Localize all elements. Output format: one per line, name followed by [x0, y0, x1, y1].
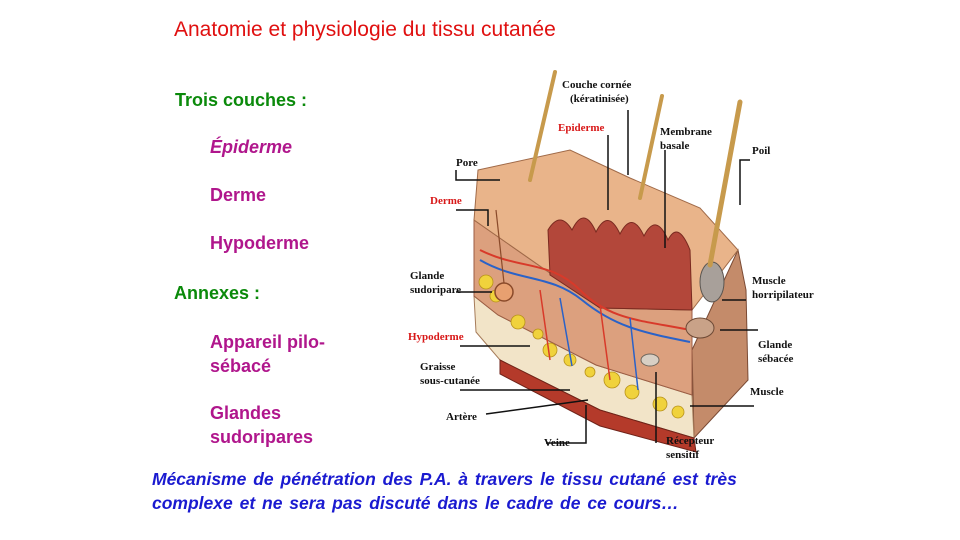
sebaceous-gland [685, 317, 715, 339]
label-pore: Pore [456, 157, 478, 169]
footer-line-2: complexe et ne sera pas discuté dans le … [152, 493, 679, 513]
footer-line-1: Mécanisme de pénétration des P.A. à trav… [152, 469, 737, 489]
label-couche-cornee: Couche cornée [562, 79, 631, 91]
label-glande-sudoripare-2: sudoripare [410, 284, 461, 296]
hair-follicle [699, 261, 725, 303]
skin-diagram: Couche cornée (kératinisée) Epiderme Mem… [408, 70, 814, 461]
label-membrane: Membrane [660, 126, 712, 138]
sweat-gland [494, 282, 514, 302]
label-graisse-2: sous-cutanée [420, 375, 480, 387]
vein-branch [559, 297, 639, 391]
label-glande-sebacee-2: sébacée [758, 353, 794, 365]
label-epiderme: Epiderme [558, 122, 605, 134]
annex-line: Glandes [210, 403, 282, 423]
label-graisse: Graisse [420, 361, 456, 373]
annex-line: Appareil pilo- [210, 332, 326, 352]
annex-line: sébacé [210, 356, 272, 376]
sensory-receptor [640, 353, 660, 367]
annex-item-pilo-sebace: Appareil pilo- sébacé [210, 330, 325, 378]
page-title: Anatomie et physiologie du tissu cutanée [174, 18, 556, 41]
layer-item-hypoderme: Hypoderme [210, 233, 310, 253]
label-couche-cornee-2: (kératinisée) [570, 93, 629, 105]
layer-item-epiderme: Épiderme [210, 137, 293, 157]
dermal-papillae [547, 217, 693, 311]
label-recepteur: Récepteur [666, 435, 714, 447]
label-muscle: Muscle [750, 386, 784, 398]
annex-item-glandes: Glandes sudoripares [210, 401, 313, 449]
label-muscle-horripilateur: Muscle [752, 275, 786, 287]
annexes-heading: Annexes : [174, 283, 261, 303]
hair-shaft-1 [528, 70, 557, 182]
hair-shaft-3 [707, 99, 743, 268]
label-recepteur-2: sensitif [666, 449, 699, 461]
layers-heading: Trois couches : [175, 90, 308, 110]
label-glande-sudoripare: Glande [410, 270, 444, 282]
artery-branch [539, 289, 611, 381]
annex-line: sudoripares [210, 427, 314, 447]
hair-shaft-2 [638, 94, 664, 200]
label-glande-sebacee: Glande [758, 339, 792, 351]
label-veine: Veine [544, 437, 570, 449]
label-muscle-horripilateur-2: horripilateur [752, 289, 814, 301]
vein-vessel [479, 259, 691, 343]
label-artere: Artère [446, 411, 477, 423]
footer-note: Mécanisme de pénétration des P.A. à trav… [152, 467, 872, 515]
label-derme: Derme [430, 195, 462, 207]
label-hypoderme: Hypoderme [408, 331, 464, 343]
label-poil: Poil [752, 145, 770, 157]
leader-lines [455, 110, 758, 444]
muscle-strip [499, 359, 697, 453]
label-membrane-2: basale [660, 140, 689, 152]
layer-item-derme: Derme [210, 185, 267, 205]
artery-vessel [479, 249, 691, 331]
